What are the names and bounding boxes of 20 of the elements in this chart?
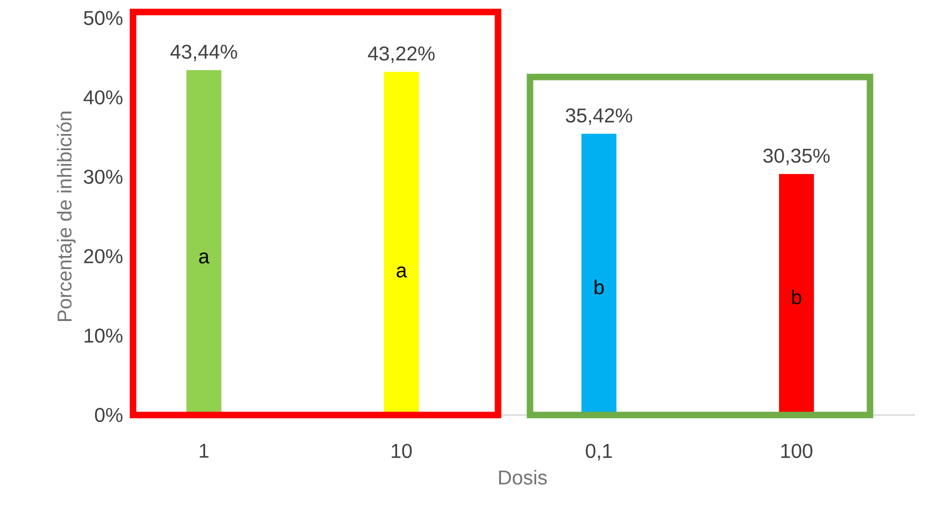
data-label: 35,42%	[566, 108, 632, 125]
annotation: a	[199, 252, 210, 264]
y-axis-title: Porcentaje de inhibición	[56, 112, 76, 322]
data-label: 43,44%	[170, 44, 238, 62]
y-tick-label: 20%	[84, 249, 122, 264]
y-tick-label: 0%	[95, 408, 122, 422]
x-tick-label: 1	[200, 444, 208, 458]
data-label: 43,22%	[368, 46, 435, 63]
x-axis-title: Dosis	[499, 470, 547, 485]
y-tick-label: 40%	[84, 90, 122, 104]
y-tick-label: 30%	[84, 170, 122, 184]
x-tick-label: 0,1	[586, 444, 612, 460]
y-tick-label: 50%	[84, 10, 122, 26]
annotation: b	[792, 290, 802, 304]
x-tick-label: 100	[781, 444, 812, 458]
x-tick-label: 10	[392, 444, 412, 458]
data-label: 30,35%	[763, 148, 830, 166]
y-tick-label: 10%	[84, 328, 122, 343]
annotation: b	[594, 280, 604, 294]
annotation: a	[396, 266, 407, 278]
